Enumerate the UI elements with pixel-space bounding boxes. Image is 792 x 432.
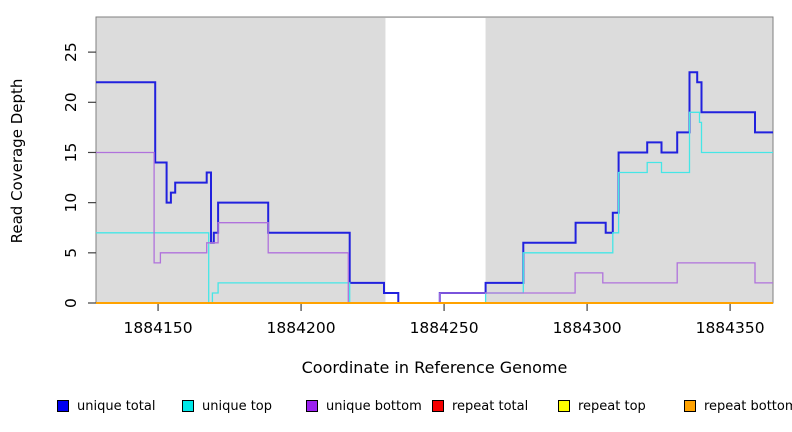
legend-swatch-repeat-bottom: [684, 400, 696, 412]
y-tick-label: 15: [62, 143, 80, 163]
y-tick-label: 0: [62, 298, 80, 308]
legend-label-repeat-top: repeat top: [578, 398, 646, 414]
legend-item-repeat-top: repeat top: [558, 398, 646, 414]
x-axis-label: Coordinate in Reference Genome: [301, 358, 568, 377]
legend-label-repeat-total: repeat total: [452, 398, 529, 414]
series-line-unique-top: [96, 111, 773, 304]
legend: unique total unique top unique bottom repea…: [0, 398, 792, 418]
legend-item-unique-top: unique top: [182, 398, 272, 414]
x-tick-label: 1884250: [410, 319, 479, 337]
legend-swatch-repeat-top: [558, 400, 570, 412]
legend-swatch-unique-bottom: [306, 400, 318, 412]
legend-item-repeat-bottom: repeat bottom: [684, 398, 792, 414]
x-tick-label: 1884150: [124, 319, 193, 337]
legend-item-unique-bottom: unique bottom: [306, 398, 422, 414]
legend-label-unique-bottom: unique bottom: [326, 398, 422, 414]
series-line-unique-bottom: [96, 151, 773, 304]
y-tick-label: 25: [62, 42, 80, 62]
y-axis-label: Read Coverage Depth: [8, 78, 26, 244]
x-tick-label: 1884200: [267, 319, 336, 337]
legend-label-unique-top: unique top: [202, 398, 273, 414]
legend-swatch-unique-top: [182, 400, 194, 412]
legend-swatch-repeat-total: [432, 400, 444, 412]
legend-item-unique-total: unique total: [57, 398, 155, 414]
legend-label-repeat-bottom: repeat bottom: [704, 398, 792, 414]
no-data-gap-band: [385, 18, 486, 302]
legend-label-unique-total: unique total: [77, 398, 156, 414]
y-tick-label: 20: [62, 92, 80, 112]
x-tick-label: 1884350: [696, 319, 765, 337]
legend-swatch-unique-total: [57, 400, 69, 412]
y-tick-label: 10: [62, 193, 80, 213]
x-tick-label: 1884300: [553, 319, 622, 337]
legend-item-repeat-total: repeat total: [432, 398, 528, 414]
y-tick-label: 5: [62, 248, 80, 258]
